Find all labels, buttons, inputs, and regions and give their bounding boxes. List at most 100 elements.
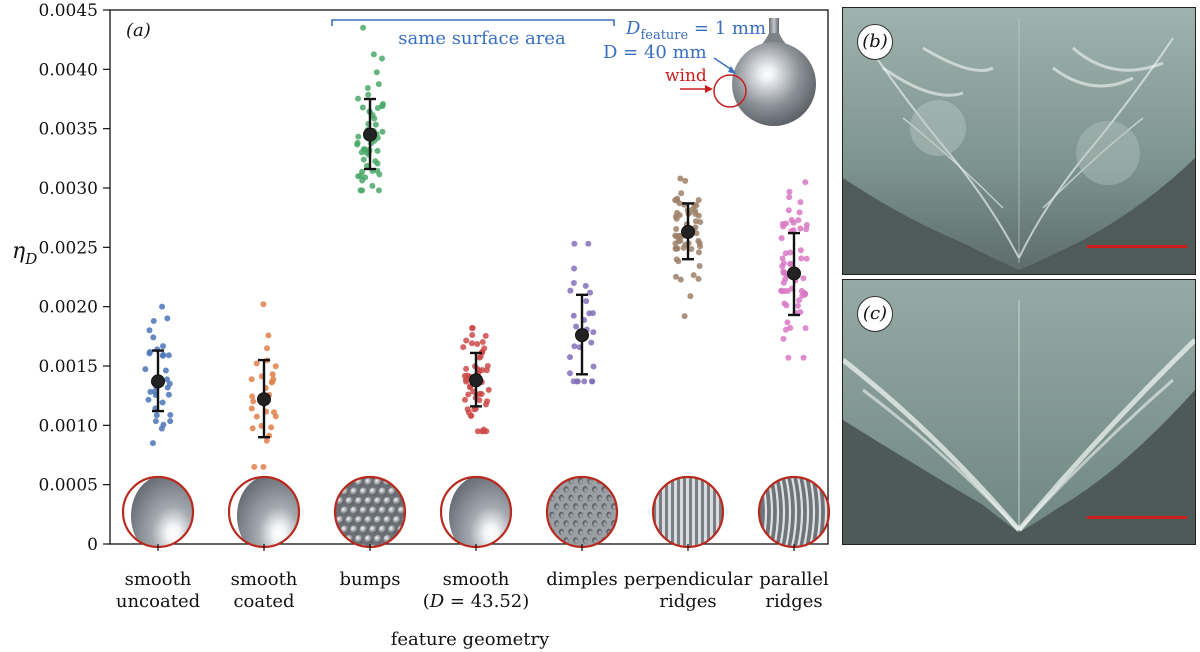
data-point bbox=[682, 177, 689, 184]
data-point bbox=[780, 335, 787, 342]
x-tick-label: ridges bbox=[765, 591, 822, 612]
mean-marker bbox=[469, 373, 483, 388]
data-point bbox=[571, 265, 578, 272]
x-tick-label: parallel bbox=[759, 569, 829, 590]
y-tick-label: 0.0035 bbox=[39, 120, 98, 140]
data-point bbox=[364, 84, 371, 91]
data-point bbox=[695, 237, 702, 244]
data-point bbox=[147, 388, 154, 395]
data-point bbox=[783, 302, 790, 309]
data-point bbox=[676, 232, 683, 239]
d-feature-annotation: Dfeature = 1 mm bbox=[625, 18, 766, 43]
inset-smooth bbox=[439, 475, 513, 549]
data-point bbox=[485, 386, 492, 393]
mean-marker bbox=[151, 374, 165, 389]
data-point bbox=[586, 310, 593, 317]
data-point bbox=[676, 200, 683, 207]
x-tick-label: bumps bbox=[340, 569, 401, 590]
inset-vridges bbox=[651, 475, 725, 549]
data-point bbox=[159, 352, 166, 359]
data-point bbox=[150, 334, 157, 341]
data-point bbox=[150, 318, 157, 325]
data-point bbox=[142, 366, 149, 373]
data-point bbox=[796, 209, 803, 216]
data-point bbox=[782, 250, 789, 257]
data-point bbox=[365, 91, 372, 98]
data-point bbox=[251, 463, 258, 470]
data-point bbox=[693, 202, 700, 209]
data-point bbox=[374, 105, 381, 112]
scatter-points bbox=[142, 24, 810, 470]
data-point bbox=[484, 363, 491, 370]
data-point bbox=[160, 343, 167, 350]
data-point bbox=[249, 425, 256, 432]
data-point bbox=[797, 309, 804, 316]
y-tick-label: 0.0020 bbox=[39, 298, 98, 318]
plot-frame bbox=[109, 9, 829, 545]
data-point bbox=[469, 331, 476, 338]
data-point bbox=[260, 463, 267, 470]
data-point bbox=[272, 413, 279, 420]
data-point bbox=[796, 297, 803, 304]
data-point bbox=[379, 100, 386, 107]
x-tick-label: uncoated bbox=[116, 591, 200, 612]
inset-smooth bbox=[227, 475, 301, 549]
data-point bbox=[164, 376, 171, 383]
data-point bbox=[474, 428, 481, 435]
data-point bbox=[782, 326, 789, 333]
data-point bbox=[787, 260, 794, 267]
data-point bbox=[672, 240, 679, 247]
data-point bbox=[145, 396, 152, 403]
data-point bbox=[800, 275, 807, 282]
data-point bbox=[589, 378, 596, 385]
data-point bbox=[798, 255, 805, 262]
data-point bbox=[779, 221, 786, 228]
data-point bbox=[152, 418, 159, 425]
y-tick-label: 0.0040 bbox=[39, 60, 98, 80]
data-point bbox=[268, 424, 275, 431]
sphere-body bbox=[732, 42, 816, 126]
panel-label-b: (b) bbox=[857, 24, 893, 60]
data-point bbox=[478, 391, 485, 398]
data-point bbox=[798, 287, 805, 294]
inset-smooth bbox=[121, 475, 195, 549]
data-point bbox=[780, 260, 787, 267]
data-point bbox=[159, 303, 166, 310]
y-axis-label: ηD bbox=[12, 239, 37, 268]
micrograph-b bbox=[843, 8, 1195, 274]
data-point bbox=[165, 391, 172, 398]
data-point bbox=[370, 51, 377, 58]
data-point bbox=[467, 384, 474, 391]
data-point bbox=[263, 345, 270, 352]
data-point bbox=[571, 343, 578, 350]
data-point bbox=[253, 413, 260, 420]
data-point bbox=[797, 199, 804, 206]
data-point bbox=[265, 332, 272, 339]
data-point bbox=[479, 367, 486, 374]
data-point bbox=[678, 190, 685, 197]
data-point bbox=[358, 149, 365, 156]
data-point bbox=[360, 156, 367, 163]
data-point bbox=[250, 398, 257, 405]
data-point bbox=[672, 273, 679, 280]
data-point bbox=[673, 225, 680, 232]
data-point bbox=[785, 207, 792, 214]
inset-dimples bbox=[545, 475, 619, 549]
data-point bbox=[374, 160, 381, 167]
data-point bbox=[588, 339, 595, 346]
data-point bbox=[263, 437, 270, 444]
x-tick-label: perpendicular bbox=[624, 569, 753, 590]
data-point bbox=[784, 319, 791, 326]
x-tick-label: smooth bbox=[443, 569, 510, 590]
data-point bbox=[260, 301, 267, 308]
data-point bbox=[467, 412, 474, 419]
data-point bbox=[788, 216, 795, 223]
data-point bbox=[675, 258, 682, 265]
data-point bbox=[461, 396, 468, 403]
data-point bbox=[359, 104, 366, 111]
data-point bbox=[359, 168, 366, 175]
data-point bbox=[153, 412, 160, 419]
data-point bbox=[571, 240, 578, 247]
x-tick-label: ridges bbox=[659, 591, 716, 612]
scale-bar-c bbox=[1087, 516, 1187, 519]
